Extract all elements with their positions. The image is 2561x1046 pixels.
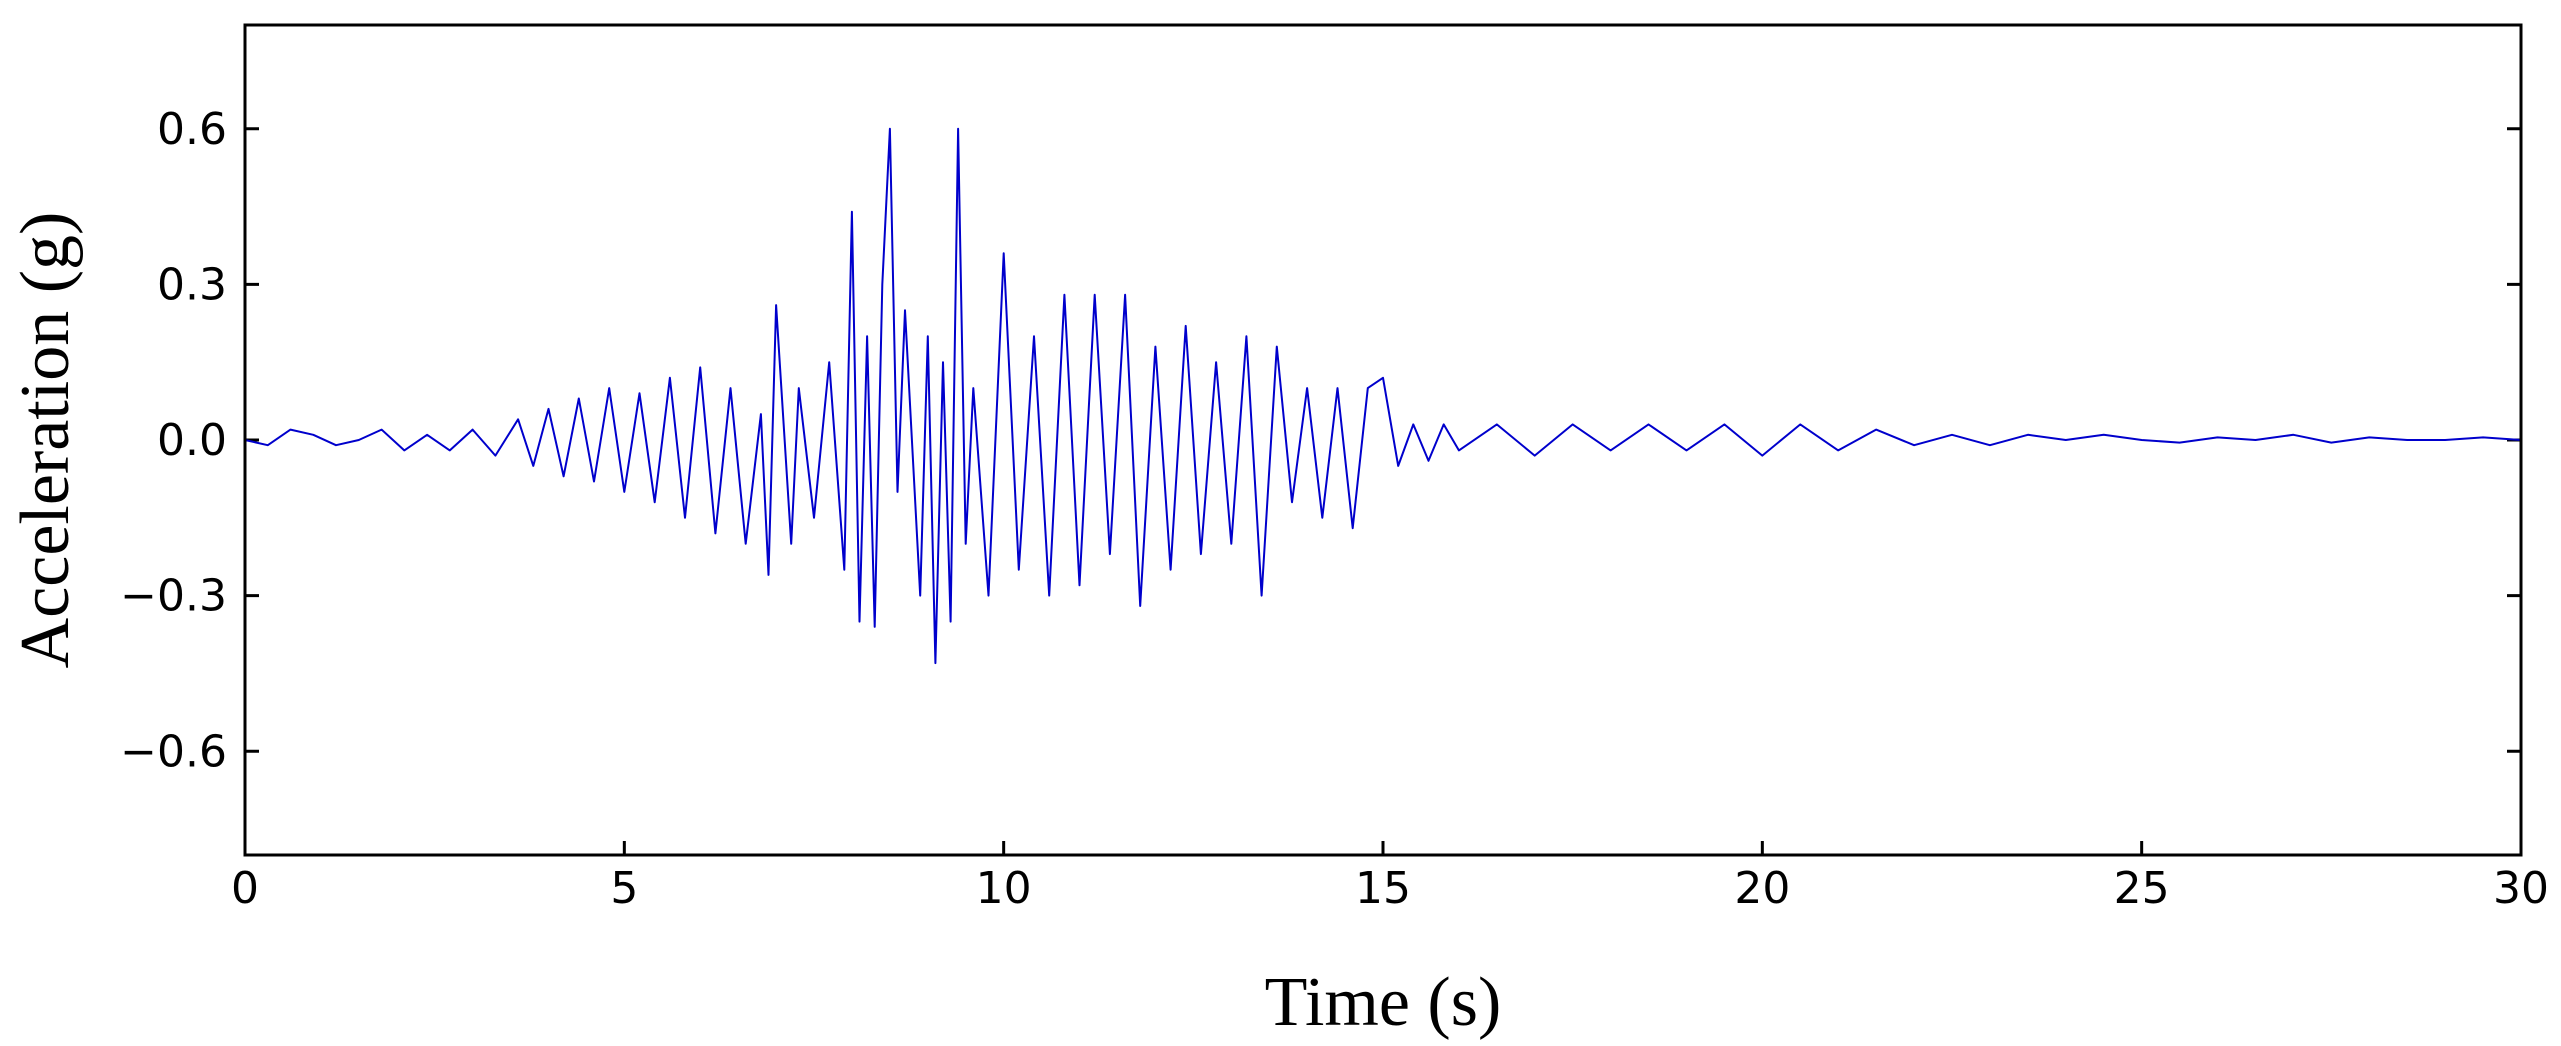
y-tick-label: −0.3 [120,571,227,622]
y-tick-label: 0.0 [157,415,227,466]
y-tick-label: 0.6 [157,104,227,155]
axis-ticks [243,127,2523,855]
axis-tick-labels: 0 5 10 15 20 25 30 0.6 0.3 0.0 −0.3 −0.6 [120,104,2549,914]
x-axis-title: Time (s) [1265,964,1502,1041]
x-tick-label: 10 [976,863,1032,914]
x-tick-label: 15 [1355,863,1411,914]
x-tick-label: 20 [1734,863,1790,914]
x-tick-label: 30 [2493,863,2549,914]
x-tick-label: 5 [610,863,638,914]
x-tick-label: 0 [231,863,259,914]
y-tick-label: 0.3 [157,259,227,310]
x-tick-label: 25 [2114,863,2170,914]
plot-frame [243,23,2523,857]
acceleration-series-line [244,127,2522,665]
y-axis-title: Acceleration (g) [7,212,84,669]
y-tick-label: −0.6 [120,726,227,777]
